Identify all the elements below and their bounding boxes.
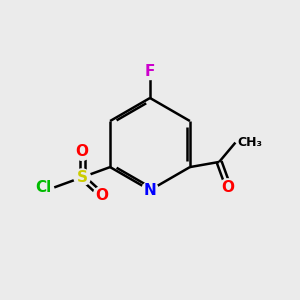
Circle shape	[93, 187, 110, 203]
Text: N: N	[144, 183, 156, 198]
Text: Cl: Cl	[35, 180, 51, 195]
Circle shape	[142, 63, 158, 80]
Text: S: S	[77, 170, 88, 185]
Text: O: O	[76, 145, 89, 160]
Text: O: O	[95, 188, 108, 202]
Text: O: O	[221, 180, 234, 195]
Circle shape	[220, 179, 236, 196]
Text: CH₃: CH₃	[237, 136, 262, 149]
Text: F: F	[145, 64, 155, 79]
Circle shape	[74, 169, 91, 186]
Circle shape	[74, 144, 91, 160]
Circle shape	[142, 182, 158, 198]
